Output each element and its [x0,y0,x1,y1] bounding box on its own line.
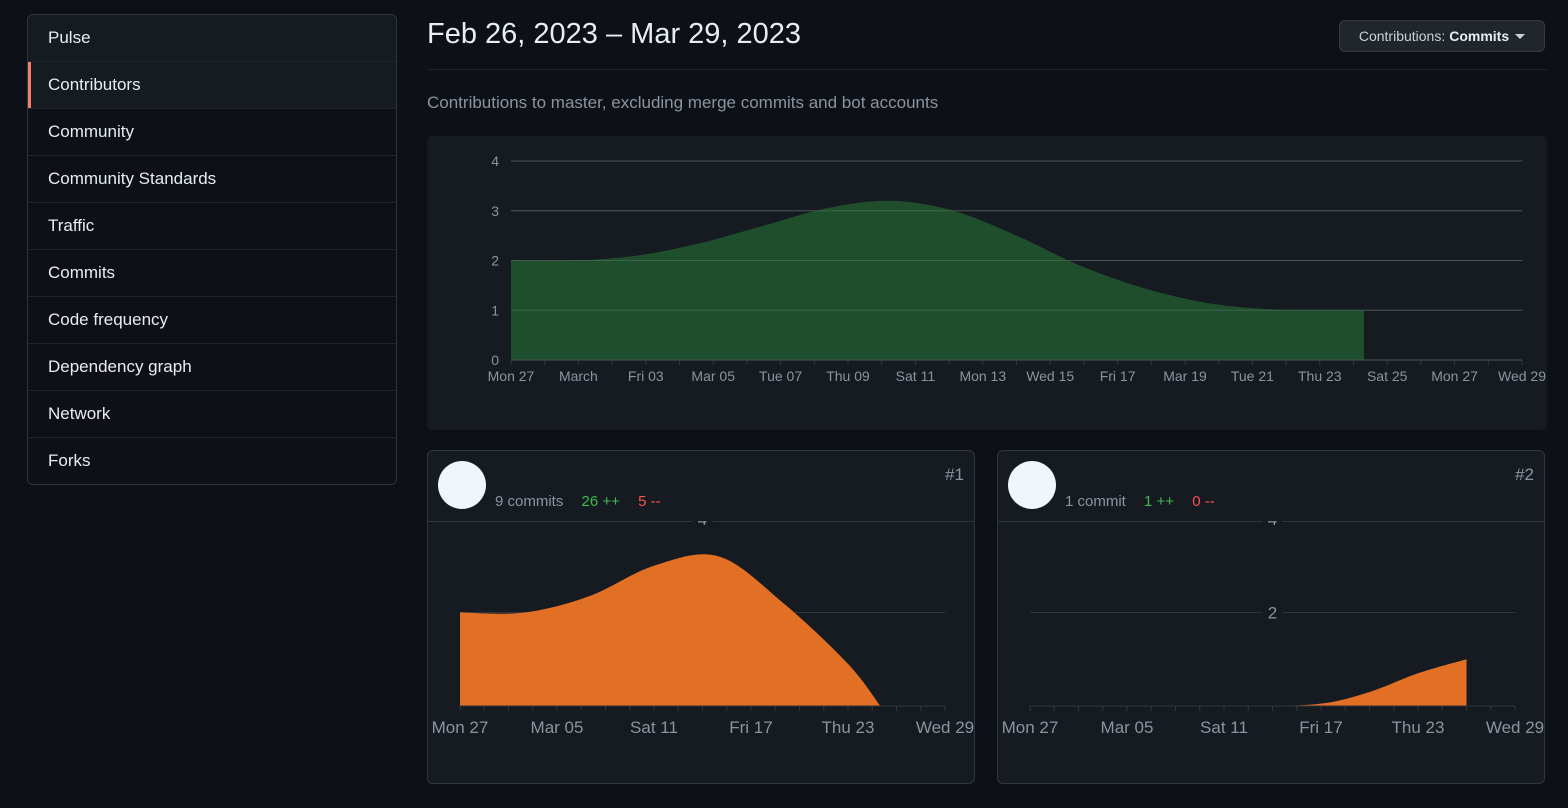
y-tick-label-bg [692,521,713,529]
x-tick-label: Thu 23 [822,718,875,737]
x-tick-label: Thu 09 [826,368,870,384]
x-tick-label: Thu 23 [1298,368,1342,384]
y-tick-label: 3 [491,203,499,219]
contributions-type-dropdown[interactable]: Contributions: Commits [1339,20,1545,52]
repo-insights-sidebar: Pulse Contributors Community Community S… [27,14,397,485]
sidebar-item-forks[interactable]: Forks [28,437,396,484]
x-tick-label: Sat 25 [1367,368,1408,384]
x-tick-label: Sat 11 [896,368,936,384]
sidebar-item-community-standards[interactable]: Community Standards [28,155,396,202]
sidebar-item-pulse[interactable]: Pulse [28,15,396,61]
x-tick-label: Tue 07 [759,368,802,384]
chart-subtitle: Contributions to master, excluding merge… [427,93,939,112]
caret-down-icon [1515,33,1526,39]
x-tick-label: Mar 19 [1163,368,1207,384]
additions-count: 26 ++ [581,493,620,510]
x-tick-label: Wed 15 [1026,368,1074,384]
sidebar-item-community[interactable]: Community [28,108,396,155]
x-tick-label: Wed 29 [916,718,974,737]
contributor-card-2: 1 commit 1 ++ 0 -- #2 Mon 27 Mar 05 Sat 11… [997,450,1545,784]
commit-count-link[interactable]: 1 commit [1065,493,1126,510]
additions-count: 1 ++ [1144,493,1175,510]
x-tick-label: Mon 27 [432,718,489,737]
x-tick-label: Mar 05 [1101,718,1154,737]
sidebar-item-contributors[interactable]: Contributors [28,61,396,108]
x-tick-label: Thu 23 [1392,718,1445,737]
avatar[interactable] [1008,461,1056,509]
contributor-2-chart: Mon 27 Mar 05 Sat 11 Fri 17 Thu 23 Wed 29 2 4 [1002,521,1544,737]
y-tick-label: 2 [1268,604,1277,623]
avatar[interactable] [438,461,486,509]
y-tick-label: 2 [491,253,499,269]
contributor-card-header: 9 commits 26 ++ 5 -- #1 [428,451,974,522]
contributor-rank: #1 [945,465,964,484]
x-tick-label: March [559,368,598,384]
area-series [460,554,881,706]
x-tick-label: Mon 13 [959,368,1006,384]
contributor-1-chart: Mon 27 Mar 05 Sat 11 Fri 17 Thu 23 Wed 29 4 [432,521,974,737]
date-range-title: Feb 26, 2023 – Mar 29, 2023 [427,18,802,50]
contributions-prefix: Contributions: [1358,28,1446,44]
y-tick-label: 4 [491,153,499,169]
x-tick-label: Sat 11 [1200,718,1248,737]
commits-overview-svg: 0 1 2 3 4 Mon 27 March Fri 03 Mar 05 Tue 07 Thu 09… [488,153,1547,384]
x-tick-label: Wed 29 [1486,718,1544,737]
commit-count-link[interactable]: 9 commits [495,493,564,510]
contributor-stats: 1 commit 1 ++ 0 -- [1065,493,1215,510]
contributor-rank: #2 [1515,465,1534,484]
deletions-count: 0 -- [1192,493,1215,510]
x-tick-label: Mon 27 [488,368,535,384]
x-tick-label: Mar 05 [531,718,584,737]
deletions-count: 5 -- [638,493,661,510]
x-tick-label: Mon 27 [1431,368,1478,384]
sidebar-item-commits[interactable]: Commits [28,249,396,296]
sidebar-item-code-frequency[interactable]: Code frequency [28,296,396,343]
contributor-card-1: 9 commits 26 ++ 5 -- #1 Mon 27 Mar 05 Sat … [427,450,975,784]
y-tick-label-bg [1262,602,1283,623]
sidebar-item-dependency-graph[interactable]: Dependency graph [28,343,396,390]
x-tick-label: Mar 05 [691,368,735,384]
header-divider [427,69,1547,70]
x-tick-label: Wed 29 [1498,368,1546,384]
x-tick-label: Fri 03 [628,368,664,384]
x-tick-label: Fri 17 [1299,718,1342,737]
x-tick-label: Mon 27 [1002,718,1059,737]
area-series [1175,659,1467,707]
commits-overview-chart: 0 1 2 3 4 Mon 27 March Fri 03 Mar 05 Tue 07 Thu 09… [427,136,1547,430]
contributor-stats: 9 commits 26 ++ 5 -- [495,493,661,510]
area-series [511,200,1365,360]
y-tick-label: 4 [1268,521,1277,529]
x-tick-label: Tue 21 [1231,368,1274,384]
y-tick-label-bg [1262,521,1283,529]
x-tick-label: Sat 11 [630,718,678,737]
sidebar-item-traffic[interactable]: Traffic [28,202,396,249]
y-tick-label: 1 [491,302,499,318]
x-tick-label: Fri 17 [1100,368,1136,384]
y-tick-label: 0 [491,352,499,368]
x-tick-label: Fri 17 [729,718,772,737]
sidebar-item-network[interactable]: Network [28,390,396,437]
contributions-value: Commits [1449,28,1510,44]
contributor-card-header: 1 commit 1 ++ 0 -- #2 [998,451,1544,522]
y-tick-label: 4 [698,521,707,529]
